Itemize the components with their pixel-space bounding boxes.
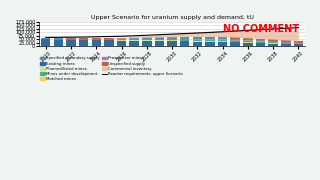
Bar [167, 37, 177, 38]
Bar [268, 43, 278, 44]
Bar [104, 40, 114, 46]
Bar [268, 42, 278, 43]
Bar [230, 39, 240, 40]
Bar [180, 41, 189, 46]
Bar [243, 42, 252, 43]
Bar [104, 38, 114, 39]
Bar [129, 40, 139, 41]
Bar [92, 39, 101, 40]
Bar [294, 43, 303, 44]
Bar [256, 39, 265, 40]
Bar [180, 37, 189, 38]
Bar [167, 38, 177, 39]
Bar [205, 38, 215, 39]
Bar [294, 41, 303, 43]
Bar [193, 41, 202, 42]
Bar [41, 39, 51, 46]
Bar [193, 38, 202, 39]
Bar [256, 41, 265, 42]
Bar [167, 41, 177, 46]
Bar [117, 38, 126, 39]
Bar [243, 39, 252, 40]
Title: Upper Scenario for uranium supply and demand, tU: Upper Scenario for uranium supply and de… [91, 15, 253, 20]
Bar [193, 40, 202, 41]
Bar [117, 40, 126, 46]
Bar [79, 40, 88, 46]
Bar [218, 37, 227, 39]
Bar [230, 37, 240, 39]
Bar [281, 42, 291, 43]
Bar [218, 42, 227, 46]
Bar [256, 43, 265, 46]
Bar [142, 40, 152, 41]
Bar [180, 38, 189, 39]
Bar [256, 42, 265, 43]
Bar [193, 37, 202, 38]
Bar [155, 37, 164, 38]
Bar [117, 39, 126, 40]
Bar [66, 38, 76, 39]
Bar [155, 40, 164, 41]
Bar [230, 42, 240, 46]
Bar [268, 41, 278, 42]
Bar [66, 39, 76, 40]
Bar [243, 40, 252, 41]
Bar [54, 38, 63, 40]
Bar [155, 39, 164, 40]
Bar [243, 38, 252, 39]
Bar [243, 41, 252, 42]
Bar [142, 38, 152, 39]
Bar [268, 44, 278, 46]
Bar [218, 39, 227, 40]
Bar [230, 41, 240, 42]
Bar [129, 41, 139, 46]
Bar [180, 39, 189, 40]
Bar [92, 40, 101, 46]
Bar [281, 40, 291, 42]
Bar [205, 41, 215, 42]
Bar [92, 38, 101, 39]
Bar [155, 41, 164, 46]
Bar [256, 40, 265, 41]
Bar [205, 42, 215, 46]
Bar [180, 40, 189, 41]
Bar [193, 39, 202, 40]
Text: NO COMMENT: NO COMMENT [223, 24, 300, 34]
Bar [129, 39, 139, 40]
Bar [193, 42, 202, 46]
Bar [281, 43, 291, 44]
Bar [41, 38, 51, 39]
Bar [230, 40, 240, 41]
Bar [155, 38, 164, 39]
Bar [205, 40, 215, 41]
Bar [167, 39, 177, 40]
Bar [205, 39, 215, 40]
Bar [281, 44, 291, 46]
Bar [54, 40, 63, 46]
Bar [205, 37, 215, 38]
Bar [243, 43, 252, 46]
Bar [218, 41, 227, 42]
Bar [294, 44, 303, 46]
Bar [142, 39, 152, 40]
Bar [66, 40, 76, 46]
Bar [104, 39, 114, 40]
Bar [167, 40, 177, 41]
Bar [129, 38, 139, 39]
Legend: Specified secondary supply, Existing mines, Planned/listed mines, Mines under de: Specified secondary supply, Existing min… [39, 55, 185, 83]
Bar [218, 40, 227, 41]
Bar [142, 41, 152, 46]
Bar [142, 37, 152, 38]
Bar [79, 39, 88, 40]
Bar [268, 39, 278, 41]
